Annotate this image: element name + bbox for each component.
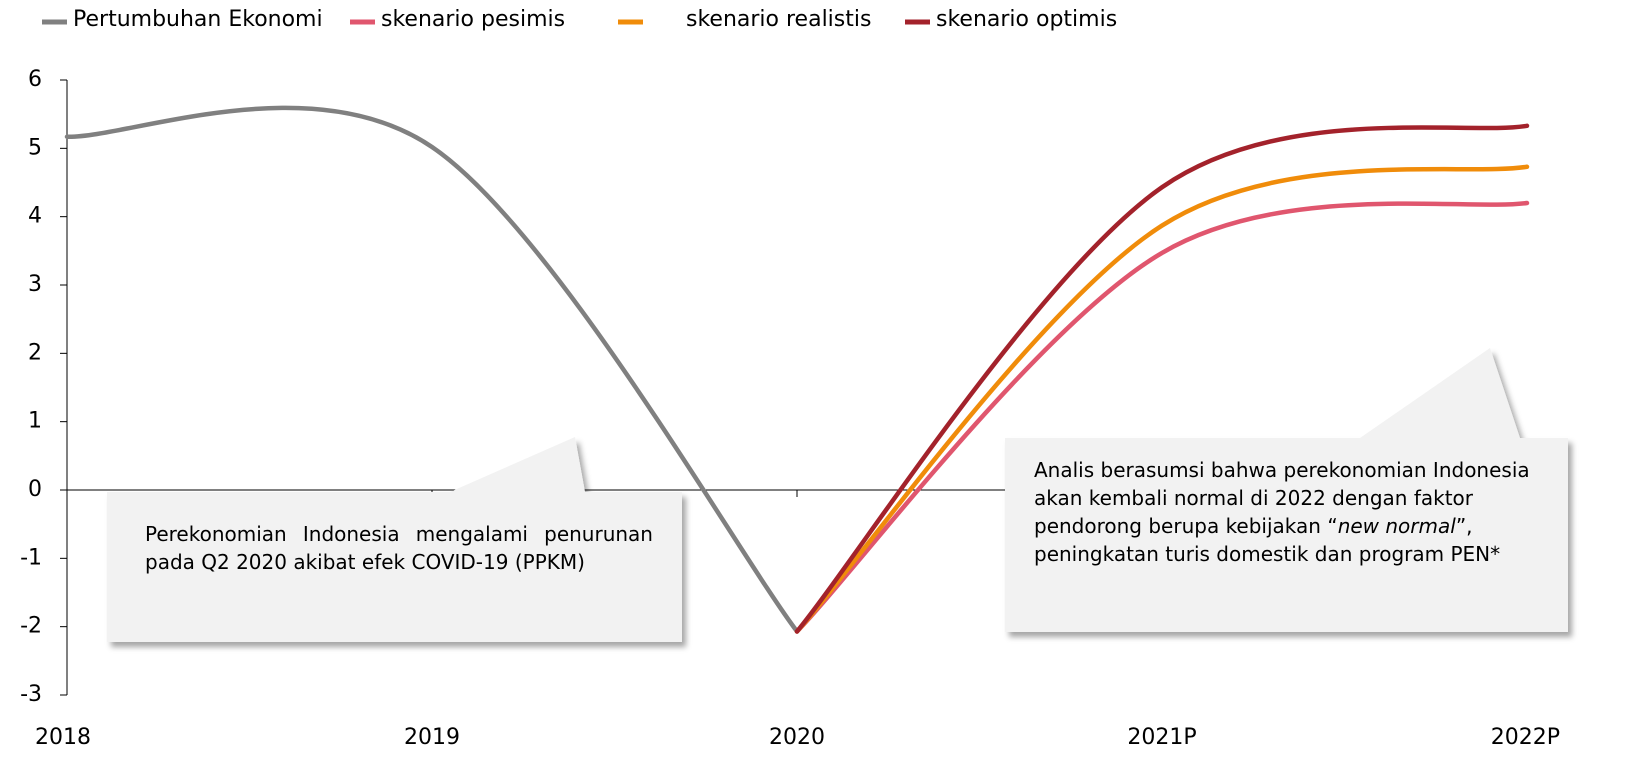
annotation: Perekonomian Indonesia mengalami penurun… — [145, 522, 653, 574]
x-tick-label: 2021P — [1127, 725, 1196, 750]
y-tick-label: 6 — [28, 67, 42, 92]
series-line — [794, 164, 1530, 634]
y-tick-label: 0 — [28, 477, 42, 502]
x-tick-label: 2018 — [35, 725, 91, 750]
annotation: Analis berasumsi bahwa perekonomian Indo… — [1034, 456, 1564, 568]
series-line — [794, 200, 1530, 634]
series-line — [794, 123, 1530, 634]
y-tick-label: 4 — [28, 204, 42, 229]
x-tick-label: 2020 — [769, 725, 825, 750]
callout-1 — [107, 437, 682, 642]
legend-label: skenario optimis — [936, 7, 1117, 32]
y-tick-label: -2 — [20, 614, 42, 639]
legend-label: skenario pesimis — [381, 7, 565, 32]
legend-label: Pertumbuhan Ekonomi — [73, 7, 323, 32]
y-tick-label: -3 — [20, 682, 42, 707]
callout-2 — [1005, 348, 1568, 632]
y-tick-label: -1 — [20, 545, 42, 570]
y-tick-label: 2 — [28, 340, 42, 365]
y-tick-label: 3 — [28, 272, 42, 297]
y-tick-label: 5 — [28, 135, 42, 160]
x-tick-label: 2022P — [1491, 725, 1560, 750]
annotation-italic: new normal — [1337, 514, 1456, 538]
callout-box — [1005, 348, 1568, 632]
x-tick-label: 2019 — [404, 725, 460, 750]
annotation-text: ”, peningkatan turis domestik dan progra… — [1034, 514, 1501, 566]
annotation-text: Analis berasumsi bahwa perekonomian Indo… — [1034, 458, 1530, 538]
legend-label: skenario realistis — [686, 7, 871, 32]
y-tick-label: 1 — [28, 409, 42, 434]
series-line — [64, 105, 800, 634]
callout-box — [107, 437, 682, 642]
